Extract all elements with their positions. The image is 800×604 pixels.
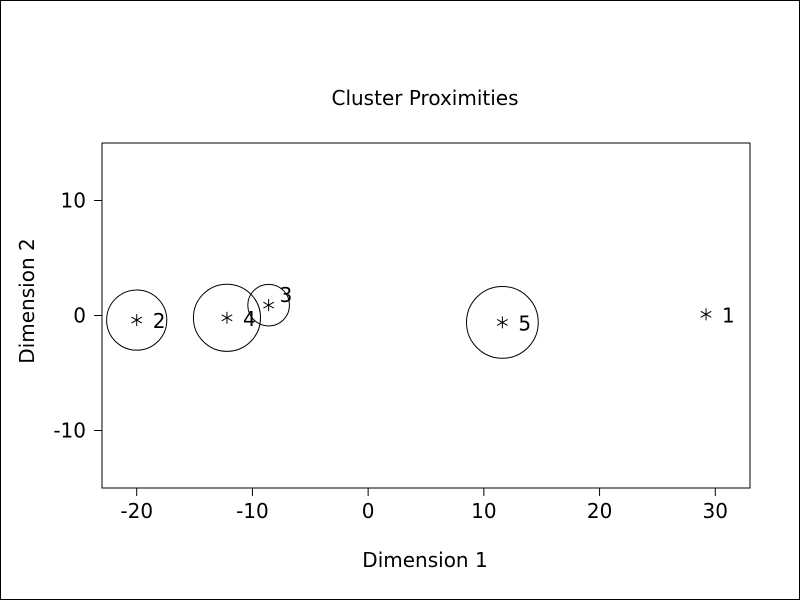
cluster-point-4: 4 (192, 283, 262, 352)
asterisk-marker (131, 314, 143, 327)
y-axis-label: Dimension 2 (15, 238, 39, 363)
asterisk-marker (700, 308, 712, 321)
x-tick-label: 30 (703, 499, 728, 523)
asterisk-marker (221, 311, 233, 324)
cluster-point-3: 3 (247, 283, 293, 327)
x-tick-label: -20 (120, 499, 153, 523)
cluster-point-1: 1 (700, 303, 735, 327)
plot-area (101, 142, 751, 489)
x-tick-label: 0 (362, 499, 375, 523)
cluster-label: 5 (518, 311, 531, 335)
x-tick-label: 10 (471, 499, 496, 523)
chart-title: Cluster Proximities (331, 86, 518, 110)
y-tick-label: 0 (73, 304, 86, 328)
asterisk-marker (496, 316, 508, 329)
x-axis: -20 -10 0 10 20 30 (120, 488, 728, 523)
cluster-label: 3 (280, 283, 293, 307)
cluster-point-2: 2 (106, 289, 168, 351)
asterisk-marker (263, 299, 275, 312)
cluster-circle (106, 289, 168, 351)
cluster-circle (466, 286, 539, 359)
x-tick-label: 20 (587, 499, 612, 523)
cluster-circle (192, 283, 262, 352)
cluster-circle (247, 283, 290, 327)
y-axis: 10 0 -10 (53, 189, 102, 443)
data-points: 1 2 34 5 (106, 283, 735, 359)
x-tick-label: -10 (236, 499, 269, 523)
cluster-point-5: 5 (466, 286, 539, 359)
y-tick-label: -10 (53, 419, 86, 443)
cluster-label: 1 (722, 303, 735, 327)
cluster-label: 2 (153, 309, 166, 333)
x-axis-label: Dimension 1 (362, 548, 487, 572)
cluster-label: 4 (243, 307, 256, 331)
y-tick-label: 10 (61, 189, 86, 213)
